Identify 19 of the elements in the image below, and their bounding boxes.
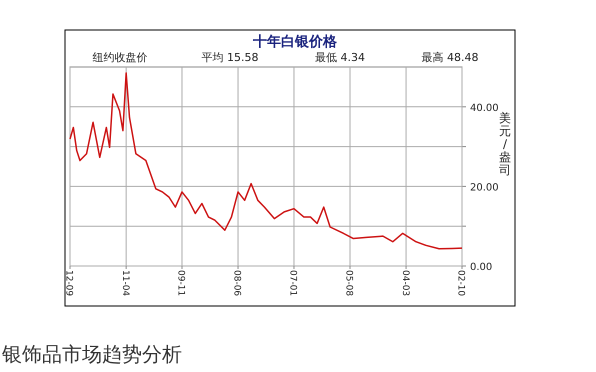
x-tick-label: 08-06 <box>232 270 242 296</box>
text: 最高 48.48 <box>422 51 478 64</box>
x-tick-label: 05-08 <box>344 270 354 296</box>
y-tick-label: 40.00 <box>470 102 499 114</box>
text: 纽约收盘价 <box>92 51 148 64</box>
x-tick-label: 02-10 <box>456 270 466 296</box>
x-tick-label: 04-03 <box>400 270 410 296</box>
chart-title: 十年白银价格 <box>252 34 338 50</box>
x-tick-label: 07-01 <box>288 270 298 296</box>
text: 最低 4.34 <box>315 51 365 64</box>
x-tick-label: 11-04 <box>120 270 130 296</box>
y-axis-title: 美元/盎司 <box>499 111 511 177</box>
y-tick-label: 0.00 <box>470 262 492 273</box>
x-tick-label: 09-11 <box>176 270 186 296</box>
x-tick-label: 12-09 <box>64 270 74 296</box>
line-series <box>69 72 463 250</box>
text: 平均 15.58 <box>202 51 258 64</box>
y-tick-label: 20.00 <box>470 182 499 194</box>
text: 银饰品市场趋势分析 <box>1 342 182 366</box>
